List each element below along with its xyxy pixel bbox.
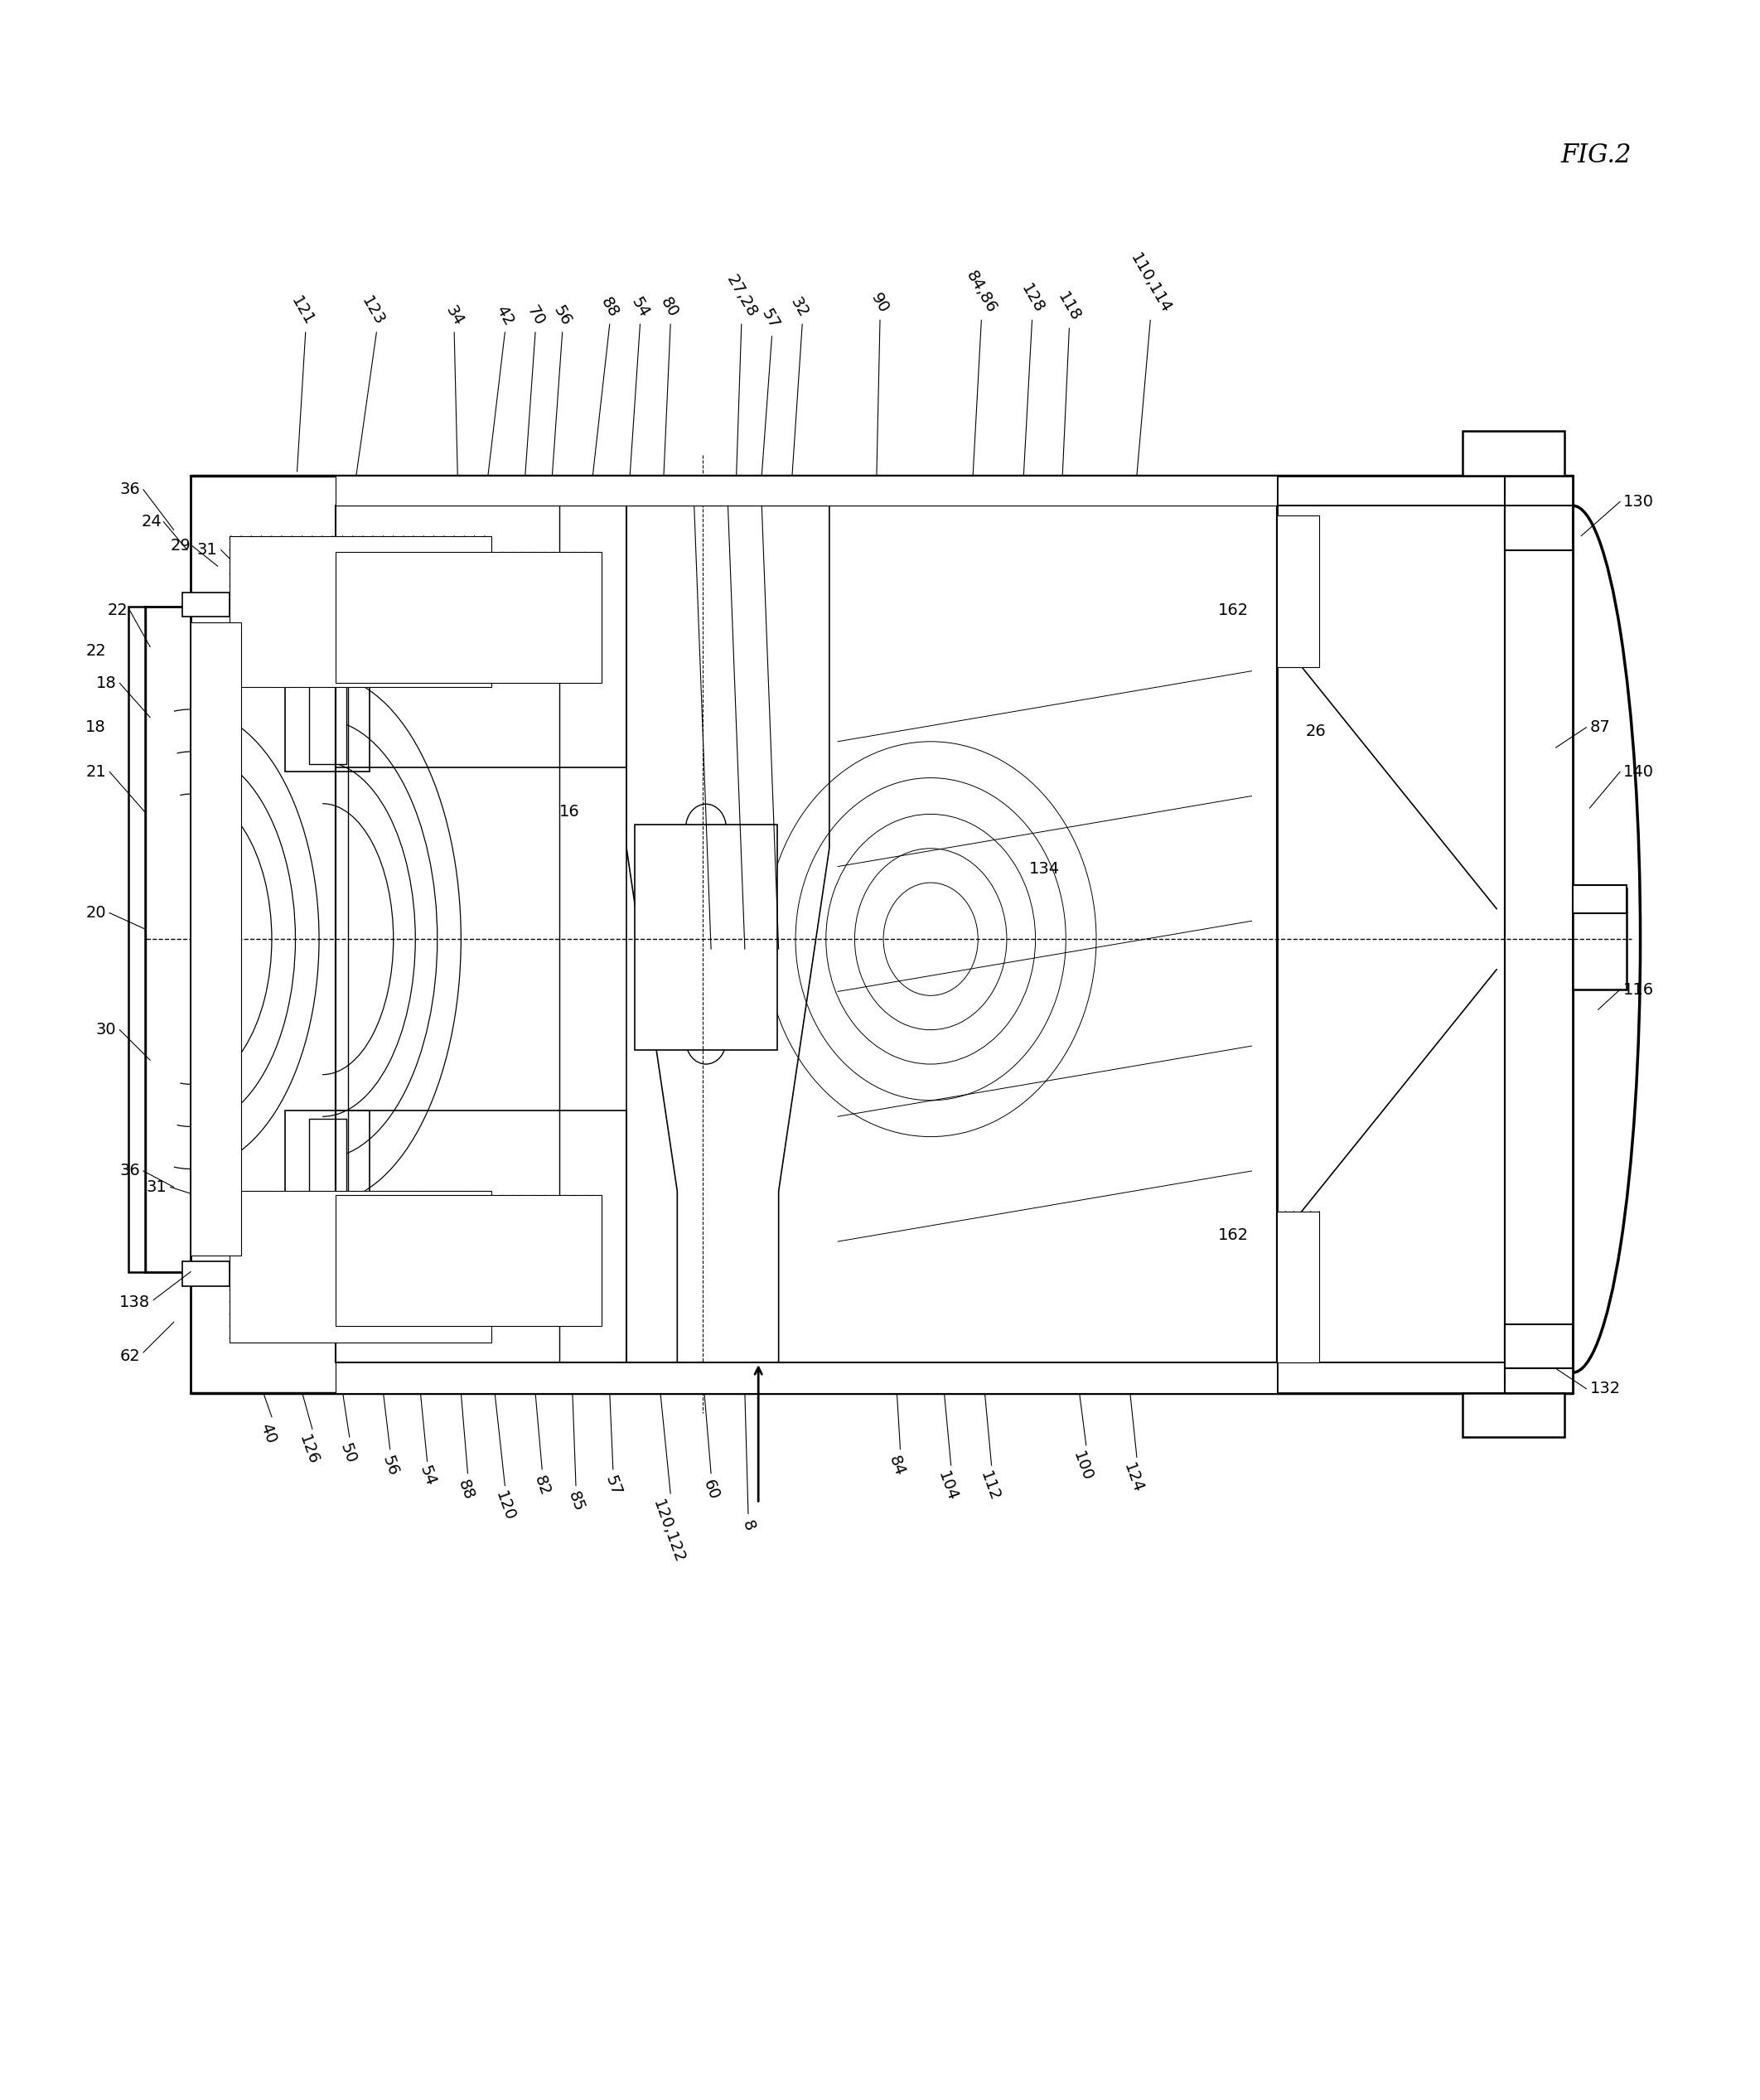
- Text: 54: 54: [628, 294, 651, 319]
- Bar: [310, 1119, 347, 1199]
- Text: 34: 34: [442, 302, 466, 328]
- Bar: [1463, 430, 1565, 475]
- Bar: [336, 475, 1278, 506]
- Text: 56: 56: [551, 302, 574, 328]
- Text: 30: 30: [95, 1023, 116, 1037]
- Text: 21: 21: [86, 764, 106, 779]
- Bar: [1278, 506, 1505, 1363]
- Text: 112: 112: [977, 1470, 1003, 1504]
- Bar: [1463, 1392, 1565, 1436]
- Text: 138: 138: [120, 1294, 150, 1310]
- Text: 32: 32: [787, 294, 811, 319]
- Text: 100: 100: [1070, 1449, 1095, 1483]
- Bar: [1278, 475, 1573, 1392]
- Text: 57: 57: [759, 307, 781, 332]
- Text: 116: 116: [1623, 981, 1654, 998]
- Bar: [627, 506, 1278, 1363]
- Bar: [336, 552, 602, 682]
- Text: 88: 88: [456, 1478, 477, 1502]
- Text: 26: 26: [1306, 724, 1327, 739]
- Text: 123: 123: [359, 294, 387, 328]
- Text: 120: 120: [493, 1489, 517, 1525]
- Text: 162: 162: [1218, 603, 1248, 617]
- Bar: [336, 1195, 602, 1327]
- Bar: [1505, 1325, 1573, 1369]
- Bar: [285, 674, 370, 773]
- Text: 31: 31: [146, 1180, 167, 1195]
- Text: 118: 118: [1054, 290, 1084, 323]
- Text: 110,114: 110,114: [1126, 250, 1174, 317]
- Bar: [336, 1363, 1278, 1392]
- Text: 16: 16: [560, 804, 579, 819]
- Text: 162: 162: [1218, 1228, 1248, 1243]
- Text: 121: 121: [287, 294, 317, 328]
- Bar: [229, 536, 491, 687]
- Bar: [183, 1262, 229, 1285]
- Text: 126: 126: [296, 1432, 322, 1468]
- Text: 27,28: 27,28: [723, 273, 760, 319]
- Text: 130: 130: [1623, 494, 1654, 510]
- Text: 84,86: 84,86: [963, 269, 1000, 317]
- Text: 29: 29: [171, 538, 190, 554]
- Bar: [1505, 506, 1573, 550]
- Text: 22: 22: [107, 603, 128, 617]
- Text: 140: 140: [1623, 764, 1654, 779]
- Bar: [1278, 517, 1320, 668]
- Text: 84: 84: [885, 1453, 908, 1478]
- Text: FIG.2: FIG.2: [1561, 143, 1632, 168]
- Text: 132: 132: [1589, 1382, 1621, 1396]
- Text: 36: 36: [120, 1163, 141, 1178]
- Text: 57: 57: [602, 1474, 625, 1497]
- Text: 124: 124: [1121, 1462, 1146, 1495]
- Text: 42: 42: [493, 302, 517, 328]
- Text: 22: 22: [86, 643, 106, 659]
- Bar: [183, 592, 229, 617]
- Bar: [1278, 1212, 1320, 1363]
- Bar: [635, 823, 776, 1050]
- Text: 128: 128: [1017, 281, 1047, 317]
- Bar: [229, 1191, 491, 1342]
- Text: 56: 56: [378, 1453, 401, 1478]
- Text: 70: 70: [523, 302, 547, 328]
- Text: 18: 18: [86, 720, 106, 735]
- Text: 36: 36: [120, 481, 141, 498]
- Text: 20: 20: [86, 905, 106, 920]
- Bar: [1573, 888, 1626, 989]
- Bar: [190, 622, 241, 1256]
- Bar: [1573, 884, 1626, 914]
- Text: 31: 31: [197, 542, 218, 559]
- Bar: [128, 607, 144, 1273]
- Text: 87: 87: [1589, 720, 1610, 735]
- Text: 18: 18: [95, 676, 116, 691]
- Bar: [310, 682, 347, 764]
- Text: 40: 40: [257, 1422, 280, 1445]
- Bar: [285, 1111, 370, 1208]
- Text: 8: 8: [739, 1518, 757, 1533]
- Text: 90: 90: [868, 290, 892, 317]
- Text: 80: 80: [656, 294, 681, 319]
- Text: 60: 60: [700, 1478, 722, 1502]
- Text: 24: 24: [141, 514, 162, 529]
- Text: 88: 88: [598, 294, 621, 319]
- Text: 62: 62: [120, 1348, 141, 1365]
- Text: 50: 50: [336, 1441, 359, 1466]
- Text: 54: 54: [417, 1464, 438, 1489]
- Text: 120,122: 120,122: [649, 1497, 688, 1564]
- Text: 85: 85: [565, 1489, 586, 1514]
- Text: 82: 82: [532, 1474, 553, 1497]
- Text: 104: 104: [935, 1470, 961, 1504]
- Text: 134: 134: [1028, 861, 1060, 876]
